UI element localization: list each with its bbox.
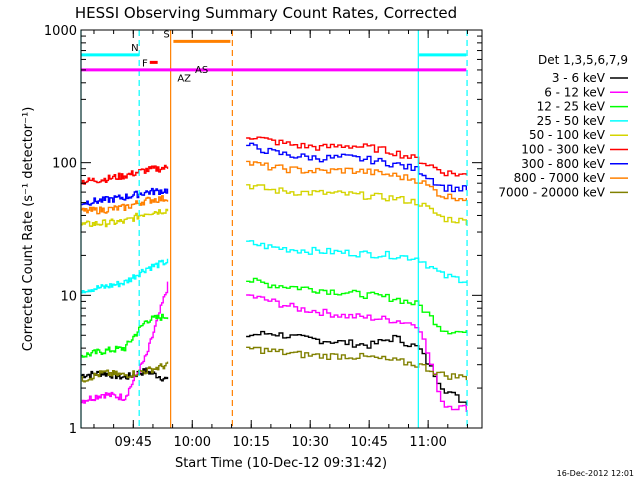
interval-label-2: F (142, 58, 148, 69)
legend-entry-6: 300 - 800 keV (521, 157, 605, 171)
point-label-0: AZ (177, 73, 191, 84)
series-6-segment-1 (246, 142, 467, 193)
x-tick-label-1: 10:00 (174, 435, 211, 450)
series-3 (81, 240, 467, 294)
series-3-segment-1 (246, 240, 467, 284)
legend-title: Det 1,3,5,6,7,9 (538, 53, 628, 67)
timestamp: 16-Dec-2012 12:01 (557, 469, 634, 478)
annotation-layer: N S F AZ AS (80, 29, 468, 428)
plot-frame (80, 29, 483, 429)
series-4 (81, 184, 467, 228)
y-tick-label-3: 1000 (44, 24, 77, 39)
x-tick-label-4: 10:45 (350, 435, 387, 450)
series-8-segment-1 (246, 346, 467, 381)
y-tick-label-0: 1 (69, 422, 77, 437)
series-5-segment-1 (246, 136, 467, 177)
series-1-segment-0 (81, 281, 169, 404)
series-4-segment-0 (81, 208, 169, 228)
interval-label-1: S (163, 29, 169, 40)
series-5-segment-0 (81, 164, 169, 185)
series-3-segment-0 (81, 258, 169, 294)
series-4-segment-1 (246, 184, 467, 226)
legend-entry-5: 100 - 300 keV (521, 143, 605, 157)
point-label-1: AS (195, 65, 208, 76)
x-tick-label-3: 10:30 (291, 435, 328, 450)
series-7-segment-1 (246, 160, 467, 202)
y-tick-label-1: 10 (60, 289, 77, 304)
legend-entry-1: 6 - 12 keV (544, 85, 606, 99)
series-5 (81, 136, 467, 185)
series-7 (81, 160, 467, 215)
y-tick-label-2: 100 (52, 157, 77, 172)
series-1 (81, 281, 467, 412)
series-2-segment-1 (246, 277, 467, 335)
series-6-segment-0 (81, 187, 169, 206)
series-2 (81, 277, 467, 358)
legend-entry-2: 12 - 25 keV (537, 100, 606, 114)
series-8 (81, 346, 467, 383)
legend-entry-8: 7000 - 20000 keV (498, 185, 605, 199)
interval-label-0: N (131, 43, 138, 54)
x-tick-label-2: 10:15 (232, 435, 269, 450)
series-8-segment-0 (81, 361, 169, 383)
series-2-segment-0 (81, 313, 169, 358)
legend-entry-7: 800 - 7000 keV (514, 171, 606, 185)
series-7-segment-0 (81, 195, 169, 215)
legend-entry-3: 25 - 50 keV (537, 114, 606, 128)
legend-entry-4: 50 - 100 keV (529, 128, 606, 142)
axis-layer: 09:45 10:00 10:15 10:30 10:45 11:00 1 10 100 1000 (44, 24, 482, 450)
chart-title: HESSI Observing Summary Count Rates, Cor… (75, 4, 457, 22)
x-tick-label-5: 11:00 (409, 435, 446, 450)
series-6 (81, 142, 467, 206)
series-1-segment-1 (246, 294, 467, 412)
x-axis-label: Start Time (10-Dec-12 09:31:42) (175, 456, 387, 471)
x-tick-label-0: 09:45 (115, 435, 152, 450)
series-layer (81, 136, 467, 412)
y-axis-label: Corrected Count Rate (s⁻¹ detector⁻¹) (21, 107, 36, 352)
legend-entry-0: 3 - 6 keV (552, 71, 606, 85)
